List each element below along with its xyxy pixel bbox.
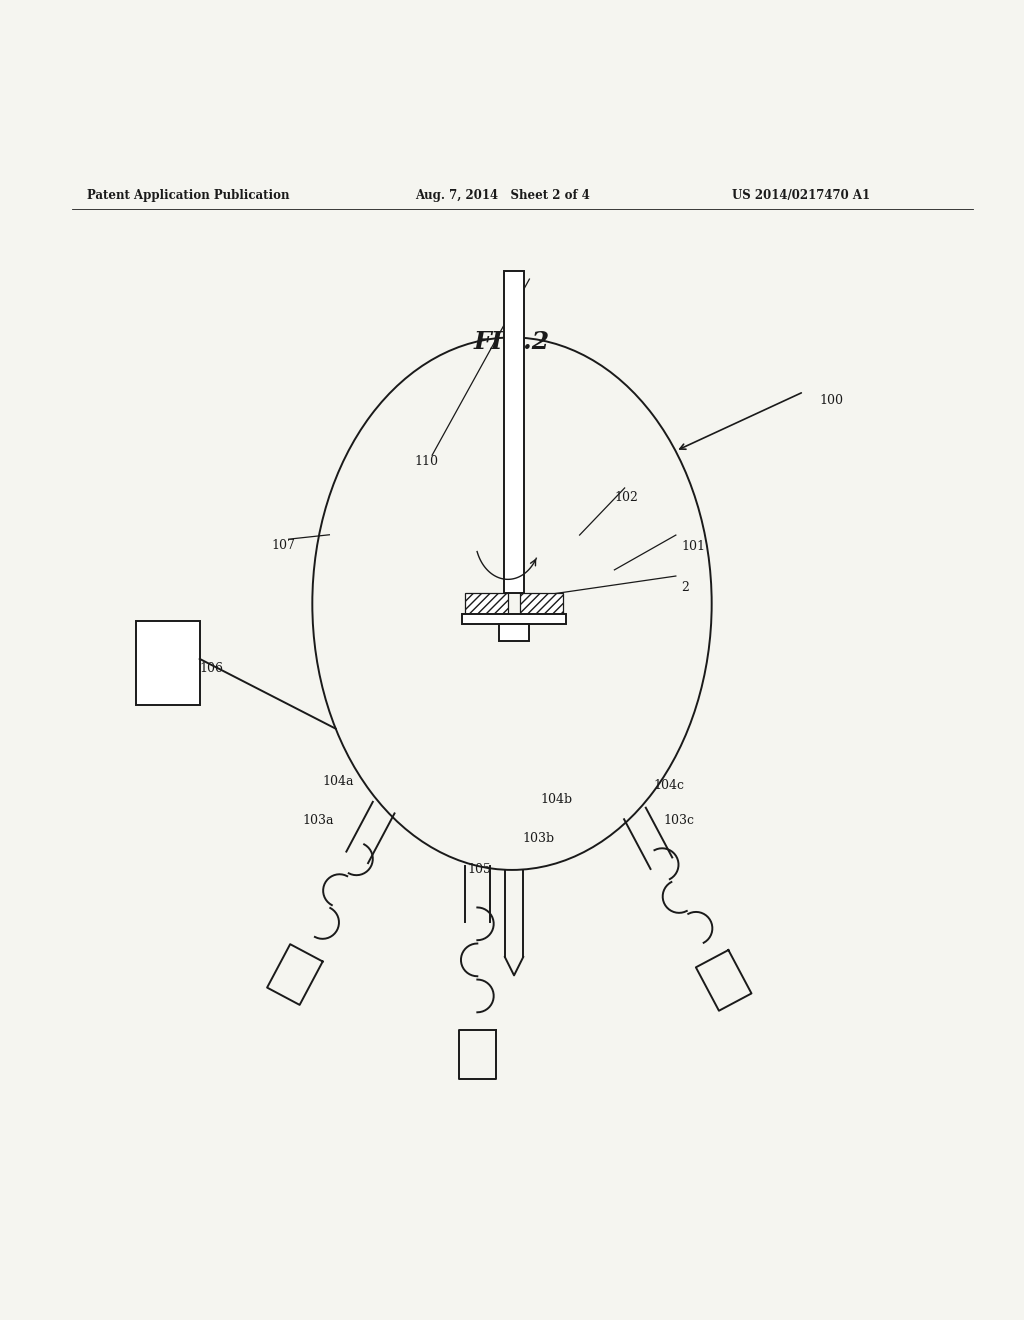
Text: 100: 100 bbox=[819, 393, 843, 407]
Text: US 2014/0217470 A1: US 2014/0217470 A1 bbox=[732, 189, 870, 202]
Text: 104a: 104a bbox=[323, 775, 354, 788]
Text: Patent Application Publication: Patent Application Publication bbox=[87, 189, 290, 202]
Bar bbox=[520, 594, 563, 614]
Bar bbox=[462, 614, 566, 624]
Bar bbox=[504, 271, 524, 594]
Text: 103c: 103c bbox=[664, 813, 694, 826]
Text: 103a: 103a bbox=[302, 813, 334, 826]
Text: 2: 2 bbox=[681, 581, 689, 594]
Text: 110: 110 bbox=[415, 455, 438, 469]
Text: 104c: 104c bbox=[653, 779, 684, 792]
Bar bbox=[499, 624, 529, 640]
Text: 106: 106 bbox=[200, 663, 223, 675]
Text: 104b: 104b bbox=[541, 793, 572, 807]
Text: 101: 101 bbox=[681, 540, 705, 553]
Text: Aug. 7, 2014   Sheet 2 of 4: Aug. 7, 2014 Sheet 2 of 4 bbox=[415, 189, 590, 202]
Text: 103b: 103b bbox=[522, 832, 554, 845]
Text: 107: 107 bbox=[271, 539, 295, 552]
Text: 102: 102 bbox=[614, 491, 638, 504]
Bar bbox=[136, 622, 200, 705]
Bar bbox=[465, 594, 508, 614]
Text: FIG.2: FIG.2 bbox=[474, 330, 550, 354]
Text: 105: 105 bbox=[467, 863, 490, 875]
